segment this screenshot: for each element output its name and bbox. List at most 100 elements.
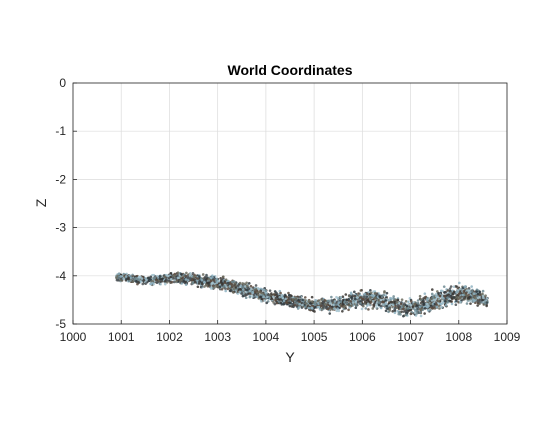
data-point: [280, 303, 284, 306]
data-point: [450, 302, 454, 306]
data-point: [333, 307, 336, 310]
data-point: [189, 277, 192, 280]
x-tick-label: 1009: [494, 330, 521, 344]
data-point: [420, 304, 423, 308]
data-point: [414, 314, 418, 317]
data-point: [377, 301, 381, 304]
data-point: [328, 302, 332, 305]
data-point: [425, 298, 429, 301]
data-point: [431, 302, 434, 306]
data-point: [359, 301, 362, 305]
data-point: [115, 278, 119, 282]
data-point: [282, 303, 285, 306]
data-point: [228, 289, 232, 292]
data-point: [117, 272, 121, 276]
data-point: [254, 284, 258, 287]
data-point: [355, 304, 358, 307]
data-point: [449, 285, 453, 288]
data-point: [180, 278, 183, 282]
data-point: [339, 296, 343, 299]
data-point: [421, 300, 424, 304]
data-point: [419, 314, 423, 318]
data-point: [407, 300, 410, 304]
data-point: [284, 297, 287, 301]
data-point: [438, 307, 441, 310]
data-point: [172, 280, 176, 284]
data-point: [470, 285, 473, 288]
axis-ticks: 1000 1001 1002 1003 1004 1005 1006 1007 1008 1009…: [55, 76, 520, 344]
data-point: [455, 290, 458, 294]
data-point: [244, 290, 248, 294]
data-point: [359, 296, 363, 299]
data-point: [325, 306, 328, 310]
data-point: [264, 293, 268, 296]
data-point: [357, 292, 360, 295]
data-point: [234, 286, 238, 289]
data-point: [349, 292, 353, 296]
data-point: [175, 280, 178, 283]
data-point: [337, 309, 341, 313]
data-point: [356, 301, 360, 304]
data-point: [348, 306, 351, 309]
data-point: [419, 308, 423, 311]
data-point: [259, 295, 263, 299]
data-point: [344, 293, 348, 296]
data-point: [265, 301, 269, 305]
data-point: [448, 287, 452, 290]
data-point: [241, 294, 245, 298]
data-point: [219, 280, 223, 284]
data-point: [349, 296, 353, 299]
data-point: [431, 306, 435, 310]
data-point: [273, 302, 277, 306]
data-point: [476, 292, 480, 296]
data-point: [385, 304, 388, 308]
data-point: [484, 299, 488, 303]
data-point: [396, 304, 400, 307]
x-tick-label: 1003: [204, 330, 231, 344]
data-point: [137, 278, 140, 281]
data-point: [232, 280, 236, 283]
data-point: [423, 307, 427, 310]
data-point: [318, 308, 322, 311]
data-point: [227, 279, 230, 283]
data-point: [364, 307, 368, 310]
data-point: [341, 303, 345, 306]
data-point: [431, 296, 435, 299]
data-point: [452, 290, 456, 293]
data-point: [209, 276, 213, 280]
data-point: [363, 293, 366, 296]
data-point: [393, 302, 397, 305]
data-point: [249, 284, 253, 288]
data-point: [181, 276, 185, 280]
data-point: [367, 308, 370, 311]
data-point: [441, 289, 444, 293]
data-point: [262, 288, 266, 292]
data-point: [196, 285, 200, 289]
data-point: [147, 276, 150, 280]
data-point: [233, 283, 236, 287]
data-point: [165, 280, 169, 284]
y-tick-label: -3: [55, 221, 66, 235]
data-point: [369, 296, 372, 299]
data-point: [200, 279, 204, 282]
data-point: [212, 279, 216, 282]
data-point: [476, 296, 480, 300]
data-point: [415, 304, 418, 308]
data-point: [467, 293, 471, 297]
data-point: [426, 309, 430, 312]
x-tick-label: 1004: [253, 330, 280, 344]
data-point: [245, 281, 248, 285]
data-point: [322, 301, 325, 304]
data-point: [400, 298, 404, 301]
data-point: [330, 299, 334, 303]
y-tick-label: -4: [55, 269, 66, 283]
data-point: [316, 305, 320, 309]
data-point: [452, 296, 456, 299]
data-point: [467, 297, 470, 300]
data-point: [219, 277, 222, 280]
data-point: [268, 289, 272, 292]
data-point: [393, 311, 397, 315]
data-point: [154, 278, 158, 282]
data-point: [446, 296, 449, 299]
